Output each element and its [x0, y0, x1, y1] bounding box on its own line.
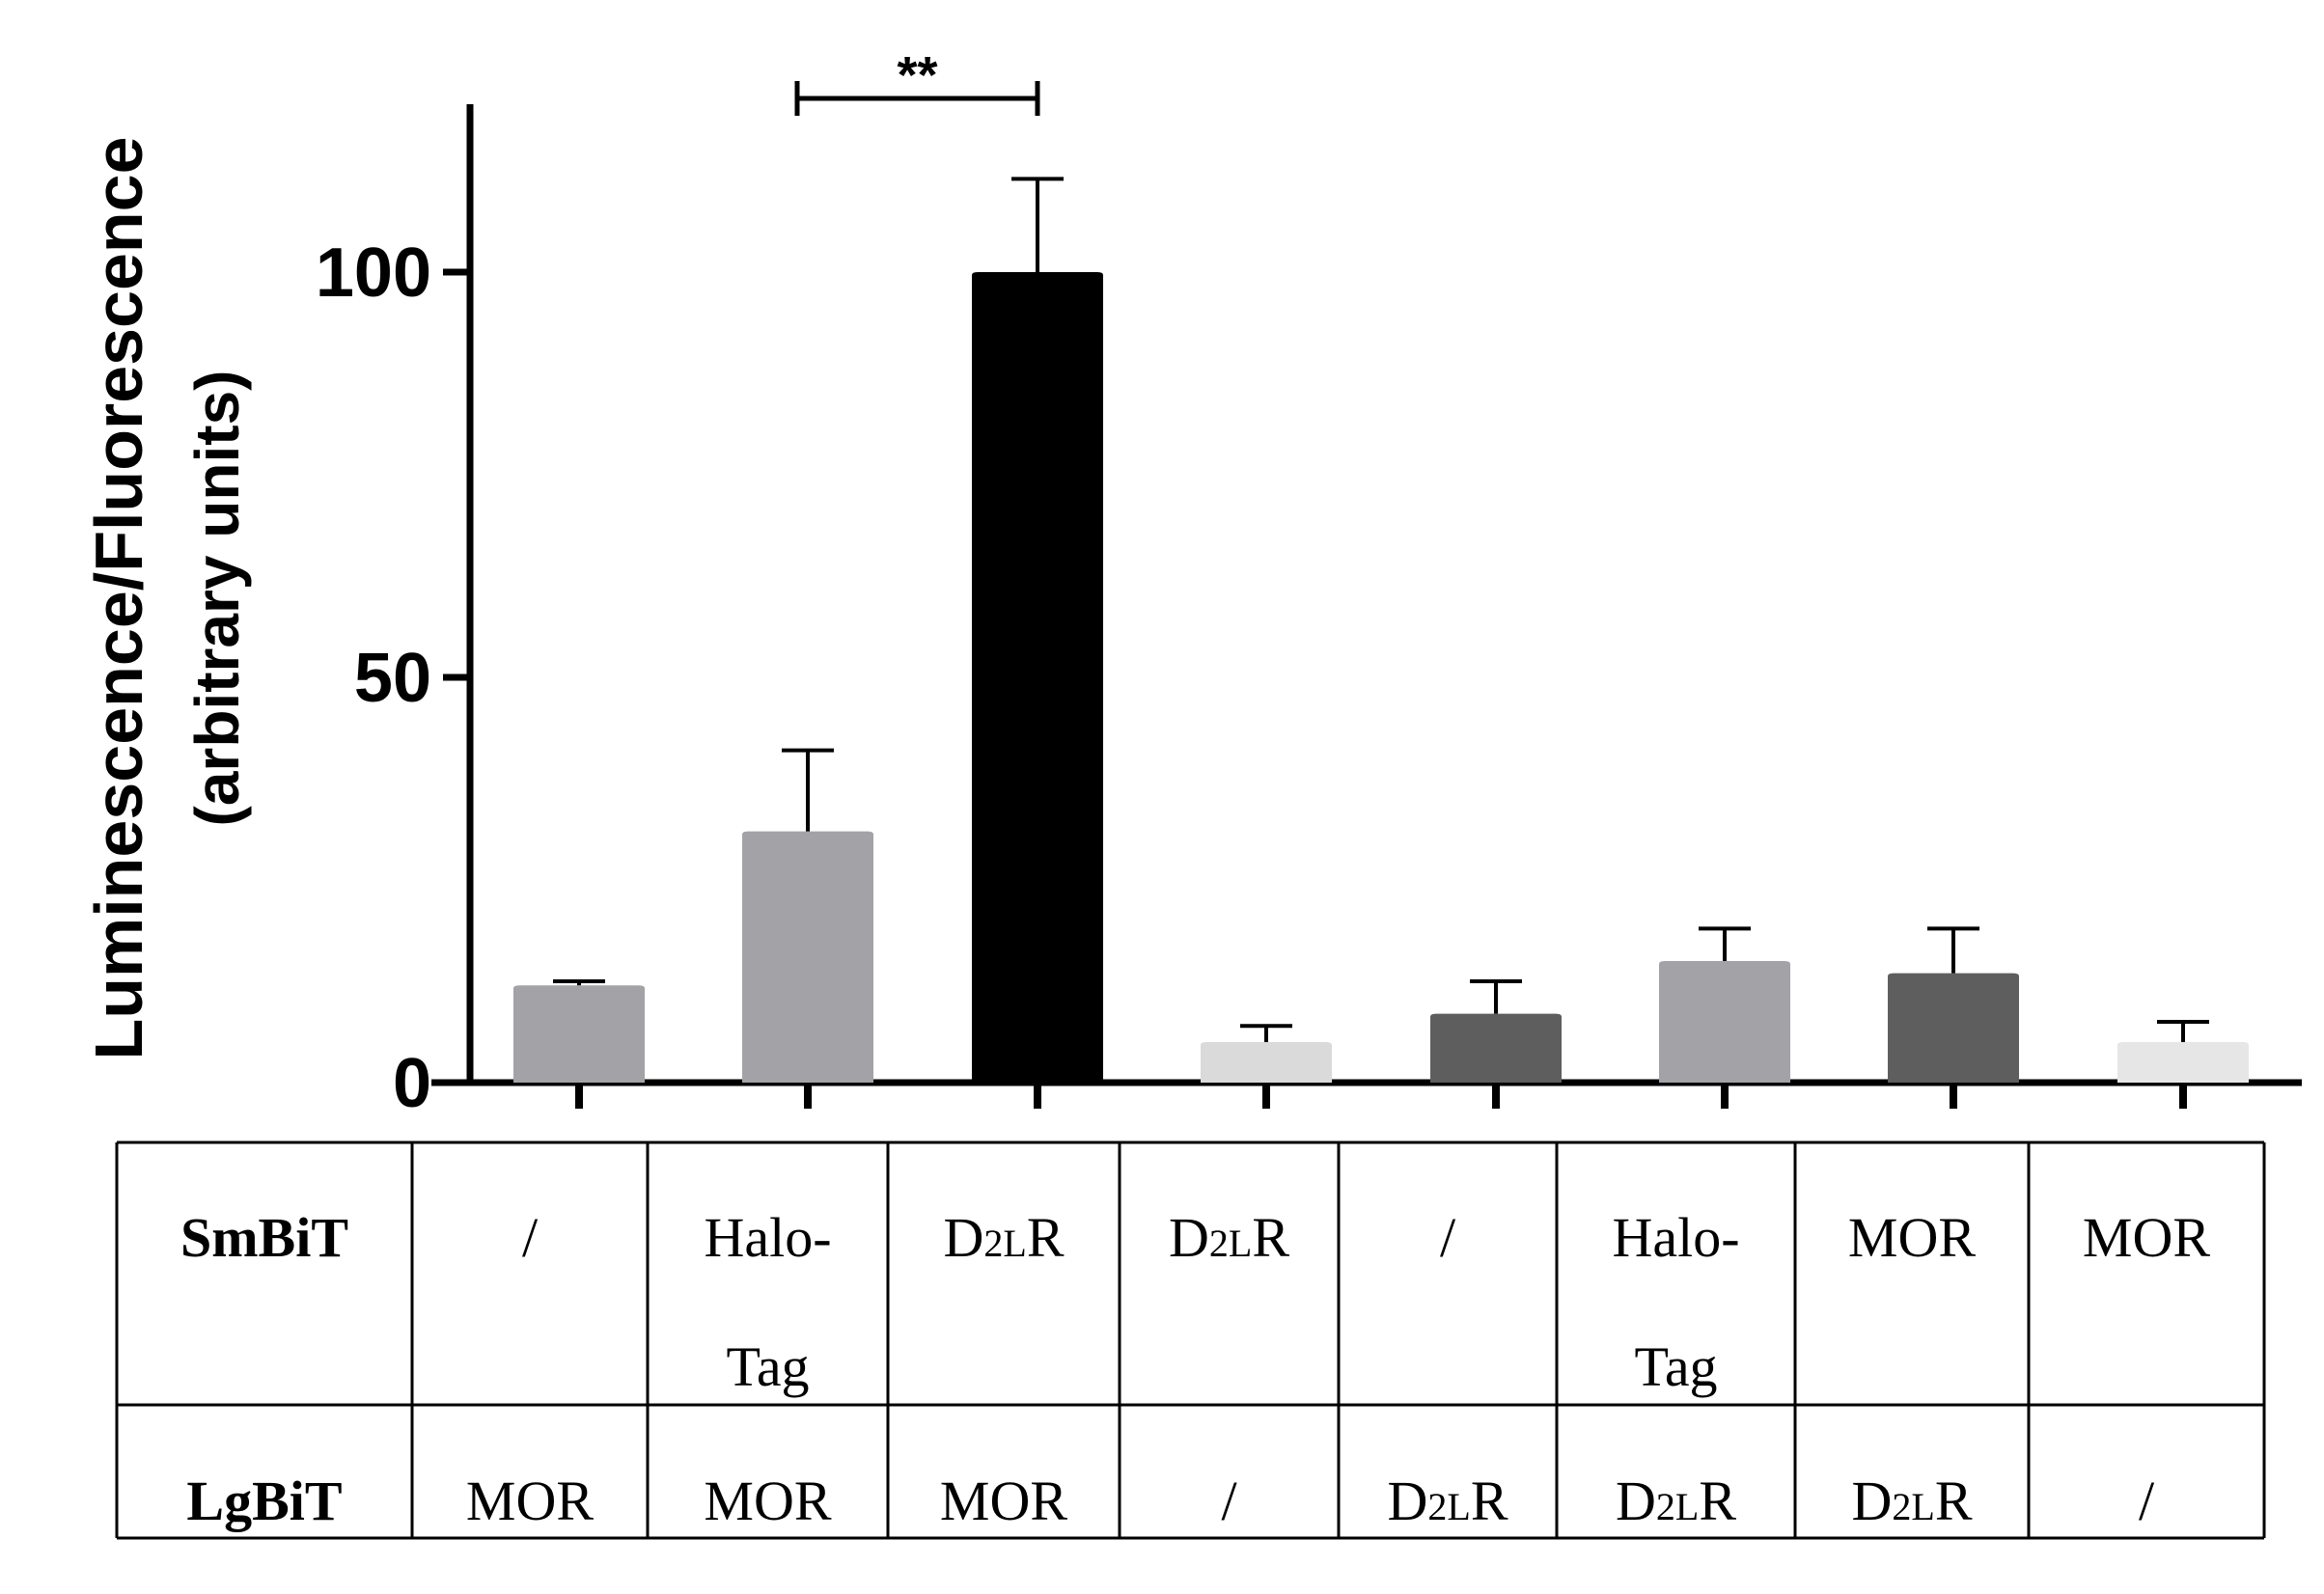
table-cell: /: [1221, 1470, 1237, 1532]
table-cell-part: D: [1851, 1470, 1892, 1532]
table-cell: /: [522, 1206, 539, 1269]
table-cell-subscript: 2L: [1427, 1485, 1470, 1528]
table-cell-part: R: [1027, 1206, 1065, 1269]
table-cell: MOR: [704, 1470, 831, 1532]
bar: [972, 272, 1103, 1083]
table-cell-part: D: [1616, 1470, 1656, 1532]
table-cell: MOR: [1848, 1206, 1976, 1269]
bar: [2117, 1042, 2249, 1083]
table-cell-part: D: [1169, 1206, 1209, 1269]
plot-area: 0 50 100 **: [316, 46, 2302, 1122]
bar: [742, 831, 873, 1083]
table-cell-part: D: [1387, 1470, 1427, 1532]
table-cell: MOR: [2083, 1206, 2210, 1269]
table-row-label: SmBiT: [180, 1206, 348, 1269]
y-axis-label-line2: (arbitrary units): [182, 371, 252, 827]
table-cell-line2: Tag: [726, 1335, 809, 1398]
significance-label: **: [897, 46, 937, 104]
bar: [1430, 1013, 1562, 1083]
table-cell: Halo-: [1612, 1206, 1739, 1269]
y-tick-label: 100: [316, 234, 431, 312]
table-cell-part: R: [1935, 1470, 1973, 1532]
table-cell-part: D: [943, 1206, 983, 1269]
table-cell-subscript: 2L: [1656, 1485, 1699, 1528]
table-row-label: LgBiT: [186, 1470, 342, 1532]
bar: [1888, 973, 2019, 1083]
y-axis-label-line1: Luminescence/Fluorescence: [81, 136, 156, 1059]
table-cell: MOR: [940, 1470, 1067, 1532]
table-cell-part: R: [1699, 1470, 1736, 1532]
table-cell: D2LR: [1851, 1470, 1972, 1532]
y-axis-label: Luminescence/Fluorescence (arbitrary uni…: [81, 136, 252, 1059]
y-tick-label: 0: [393, 1045, 431, 1122]
table-cell: /: [2139, 1470, 2155, 1532]
table-cell: MOR: [466, 1470, 594, 1532]
table-cell: /: [1440, 1206, 1456, 1269]
bar: [1659, 961, 1790, 1083]
y-tick-label: 50: [354, 640, 431, 717]
table-cell: D2LR: [943, 1206, 1064, 1269]
table-cell-subscript: 2L: [1209, 1222, 1252, 1265]
table-cell: D2LR: [1616, 1470, 1736, 1532]
table-cell-line2: Tag: [1634, 1335, 1717, 1398]
table-cell-part: R: [1252, 1206, 1289, 1269]
table-cell-subscript: 2L: [1892, 1485, 1934, 1528]
table-cell: Halo-: [704, 1206, 831, 1269]
bar: [1201, 1042, 1332, 1083]
table-cell-part: R: [1471, 1470, 1508, 1532]
table-cell-subscript: 2L: [983, 1222, 1026, 1265]
table-cell: D2LR: [1387, 1470, 1508, 1532]
bar: [513, 985, 645, 1083]
table-cell: D2LR: [1169, 1206, 1289, 1269]
